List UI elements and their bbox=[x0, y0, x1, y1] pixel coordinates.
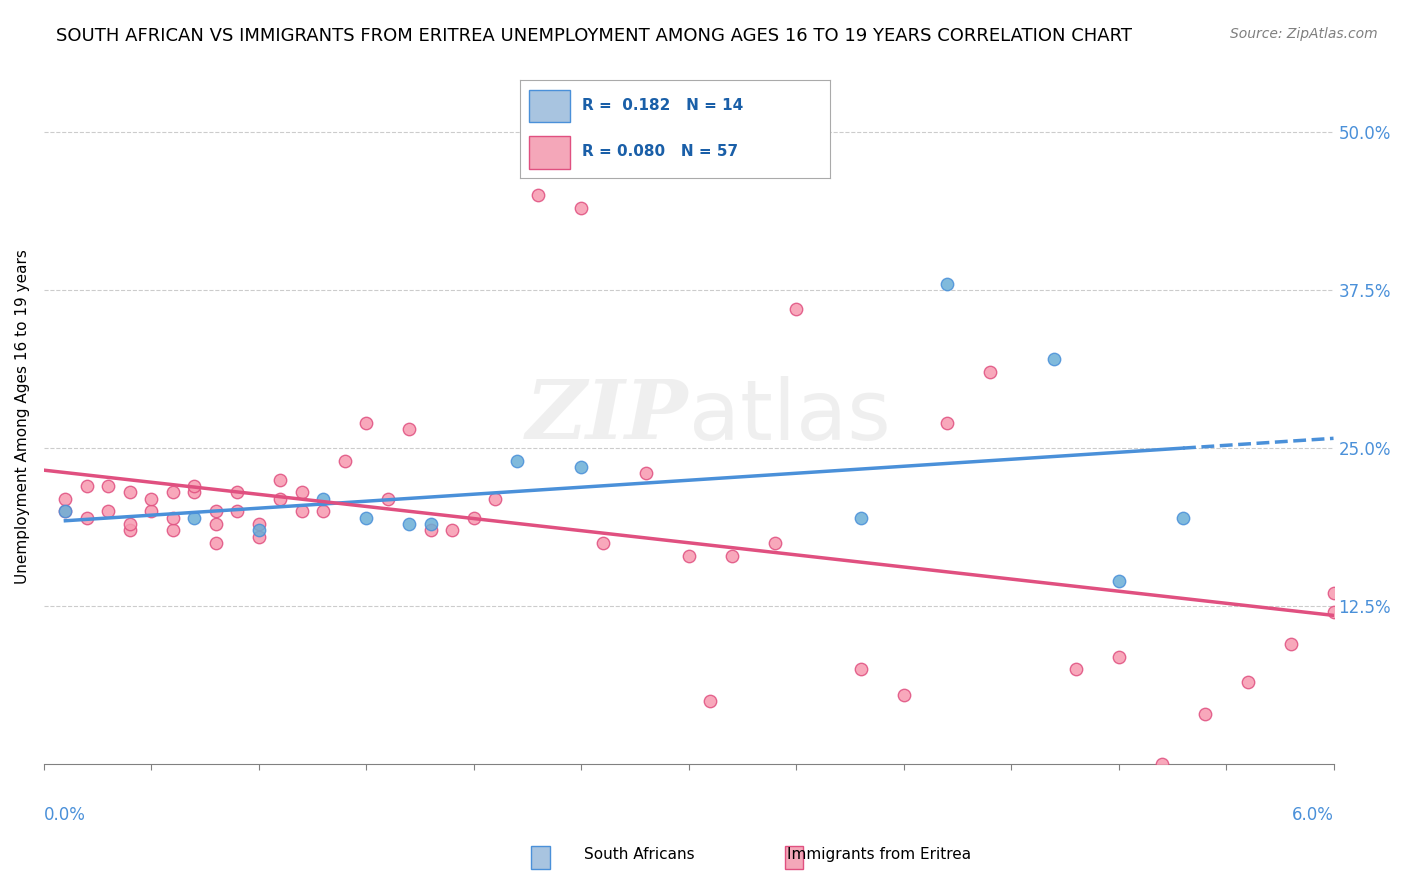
Point bbox=[1043, 352, 1066, 367]
Point bbox=[506, 453, 529, 467]
Point bbox=[333, 453, 356, 467]
Point bbox=[1194, 706, 1216, 721]
Point bbox=[935, 277, 957, 291]
Point bbox=[356, 416, 378, 430]
Text: Source: ZipAtlas.com: Source: ZipAtlas.com bbox=[1230, 27, 1378, 41]
Point bbox=[162, 510, 184, 524]
Point bbox=[893, 688, 915, 702]
Point bbox=[141, 504, 163, 518]
Text: South Africans: South Africans bbox=[585, 847, 695, 862]
Text: ZIP: ZIP bbox=[526, 376, 689, 457]
Point bbox=[678, 549, 700, 563]
Point bbox=[398, 422, 420, 436]
Point bbox=[118, 523, 141, 537]
Point bbox=[55, 504, 77, 518]
Point bbox=[205, 516, 228, 531]
Point bbox=[979, 365, 1001, 379]
Point bbox=[527, 188, 550, 202]
FancyBboxPatch shape bbox=[530, 90, 569, 122]
Text: 0.0%: 0.0% bbox=[44, 806, 86, 824]
Point bbox=[377, 491, 399, 506]
Point bbox=[1108, 649, 1130, 664]
Point bbox=[118, 485, 141, 500]
Point bbox=[935, 416, 957, 430]
Point bbox=[720, 549, 742, 563]
Point bbox=[312, 491, 335, 506]
Text: 6.0%: 6.0% bbox=[1292, 806, 1333, 824]
Point bbox=[569, 201, 592, 215]
Point bbox=[592, 536, 614, 550]
Point bbox=[97, 504, 120, 518]
Point bbox=[205, 536, 228, 550]
Point bbox=[1322, 606, 1344, 620]
Point bbox=[569, 460, 592, 475]
Point bbox=[763, 536, 786, 550]
Point bbox=[291, 504, 314, 518]
Point bbox=[1279, 637, 1302, 651]
Point bbox=[162, 485, 184, 500]
Point bbox=[269, 473, 291, 487]
Point bbox=[76, 510, 98, 524]
Point bbox=[1171, 510, 1194, 524]
Point bbox=[226, 485, 249, 500]
Text: R =  0.182   N = 14: R = 0.182 N = 14 bbox=[582, 98, 744, 113]
Text: Immigrants from Eritrea: Immigrants from Eritrea bbox=[787, 847, 970, 862]
Point bbox=[1108, 574, 1130, 588]
Point bbox=[247, 516, 270, 531]
Text: SOUTH AFRICAN VS IMMIGRANTS FROM ERITREA UNEMPLOYMENT AMONG AGES 16 TO 19 YEARS : SOUTH AFRICAN VS IMMIGRANTS FROM ERITREA… bbox=[56, 27, 1132, 45]
Point bbox=[849, 662, 872, 676]
Point bbox=[76, 479, 98, 493]
Point bbox=[291, 485, 314, 500]
Point bbox=[419, 523, 441, 537]
Point bbox=[269, 491, 291, 506]
Point bbox=[463, 510, 485, 524]
Point bbox=[785, 301, 807, 316]
Point bbox=[1150, 757, 1173, 772]
Point bbox=[55, 491, 77, 506]
Y-axis label: Unemployment Among Ages 16 to 19 years: Unemployment Among Ages 16 to 19 years bbox=[15, 249, 30, 584]
Point bbox=[183, 485, 205, 500]
Point bbox=[247, 523, 270, 537]
Point bbox=[162, 523, 184, 537]
Text: R = 0.080   N = 57: R = 0.080 N = 57 bbox=[582, 145, 738, 160]
Point bbox=[118, 516, 141, 531]
FancyBboxPatch shape bbox=[530, 136, 569, 169]
Point bbox=[441, 523, 464, 537]
Point bbox=[419, 516, 441, 531]
Point bbox=[183, 510, 205, 524]
Point bbox=[97, 479, 120, 493]
Point bbox=[699, 694, 721, 708]
Point bbox=[398, 516, 420, 531]
Point bbox=[205, 504, 228, 518]
Point bbox=[55, 504, 77, 518]
Point bbox=[634, 467, 657, 481]
Point bbox=[1322, 586, 1344, 600]
Point bbox=[141, 491, 163, 506]
Point bbox=[312, 504, 335, 518]
Point bbox=[356, 510, 378, 524]
Point bbox=[849, 510, 872, 524]
Text: atlas: atlas bbox=[689, 376, 890, 457]
Point bbox=[484, 491, 506, 506]
Point bbox=[1236, 675, 1258, 690]
Point bbox=[226, 504, 249, 518]
Point bbox=[183, 479, 205, 493]
Point bbox=[1064, 662, 1087, 676]
Point bbox=[247, 530, 270, 544]
